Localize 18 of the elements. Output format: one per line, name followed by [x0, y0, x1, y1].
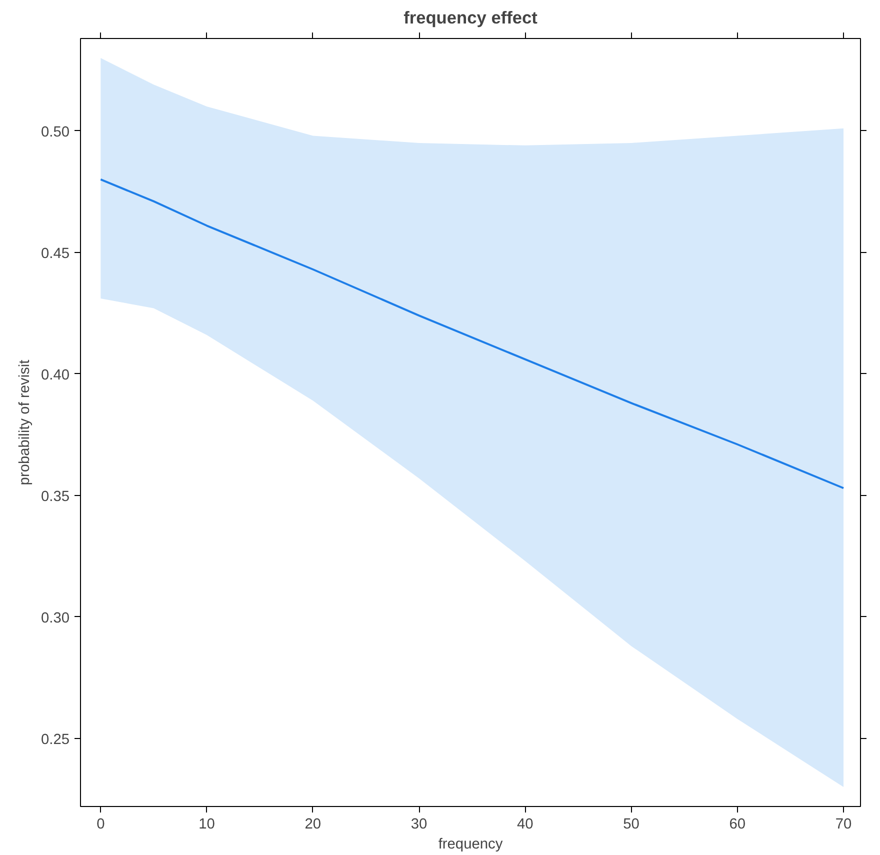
y-tick-label: 0.40 [40, 367, 70, 384]
y-tick-label: 0.25 [40, 732, 70, 748]
x-tick-label: 20 [304, 816, 322, 832]
x-tick-label: 10 [198, 816, 215, 832]
x-tick-label: 70 [835, 816, 852, 832]
x-tick-label: 0 [96, 816, 105, 832]
x-axis-title: frequency [438, 836, 504, 852]
y-axis-title: probability of revisit [16, 360, 33, 486]
x-tick-label: 50 [623, 816, 640, 832]
y-tick-label: 0.50 [40, 124, 70, 140]
y-tick-label: 0.35 [40, 488, 70, 505]
y-tick-label: 0.45 [40, 246, 70, 262]
chart-title: frequency effect [404, 8, 538, 28]
x-tick-label: 30 [410, 816, 428, 832]
y-tick-label: 0.30 [40, 610, 70, 626]
x-tick-label: 60 [729, 816, 746, 832]
x-tick-label: 40 [517, 816, 534, 832]
line-series [100, 178, 845, 490]
